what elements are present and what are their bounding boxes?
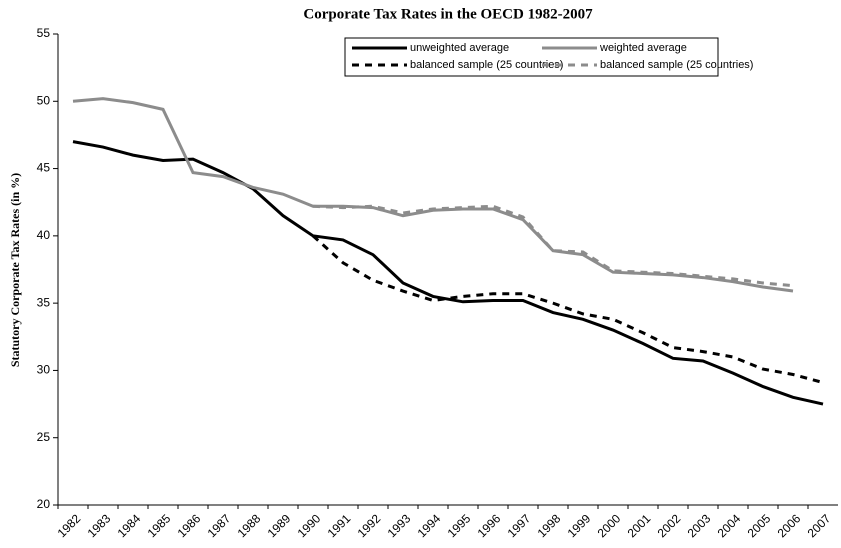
x-tick-label: 1983: [85, 511, 114, 540]
x-tick-label: 2002: [655, 511, 684, 540]
x-tick-label: 2000: [595, 511, 624, 540]
legend-box: [344, 37, 719, 77]
y-tick-label: 40: [37, 228, 51, 242]
legend-label: balanced sample (25 countries): [410, 59, 563, 71]
x-tick-label: 1986: [175, 511, 204, 540]
y-axis-label: Statutory Corporate Tax Rates (in %): [8, 173, 22, 367]
y-tick-label: 50: [37, 93, 51, 107]
x-tick-label: 1999: [565, 511, 594, 540]
legend-label: balanced sample (25 countries): [600, 59, 753, 71]
x-tick-label: 2006: [775, 511, 804, 540]
legend-label: weighted average: [599, 42, 687, 54]
x-tick-label: 1982: [55, 511, 84, 540]
series-line: [311, 234, 824, 384]
x-tick-label: 1991: [325, 511, 354, 540]
x-tick-label: 2007: [805, 511, 834, 540]
x-tick-label: 1985: [145, 511, 174, 540]
x-tick-label: 2005: [745, 511, 774, 540]
x-tick-label: 2001: [625, 511, 654, 540]
y-tick-label: 25: [37, 430, 51, 444]
y-tick-label: 30: [37, 363, 51, 377]
x-tick-label: 1994: [415, 511, 444, 540]
y-tick-label: 20: [37, 497, 51, 511]
y-tick-label: 35: [37, 295, 51, 309]
x-tick-label: 1989: [265, 511, 294, 540]
x-tick-label: 1984: [115, 511, 144, 540]
y-tick-label: 55: [37, 26, 51, 40]
series-line: [72, 140, 824, 406]
x-tick-label: 1996: [475, 511, 504, 540]
x-tick-label: 1992: [355, 511, 384, 540]
x-tick-label: 1995: [445, 511, 474, 540]
x-tick-label: 2004: [715, 511, 744, 540]
x-tick-label: 1998: [535, 511, 564, 540]
x-tick-label: 1988: [235, 511, 264, 540]
legend-label: unweighted average: [410, 42, 509, 54]
x-tick-label: 1987: [205, 511, 234, 540]
y-tick-label: 45: [37, 161, 51, 175]
x-tick-label: 1993: [385, 511, 414, 540]
series-line: [312, 204, 794, 288]
x-tick-label: 1997: [505, 511, 534, 540]
series-line: [72, 97, 794, 293]
x-tick-label: 1990: [295, 511, 324, 540]
x-tick-label: 2003: [685, 511, 714, 540]
chart-title: Corporate Tax Rates in the OECD 1982-200…: [303, 6, 593, 22]
